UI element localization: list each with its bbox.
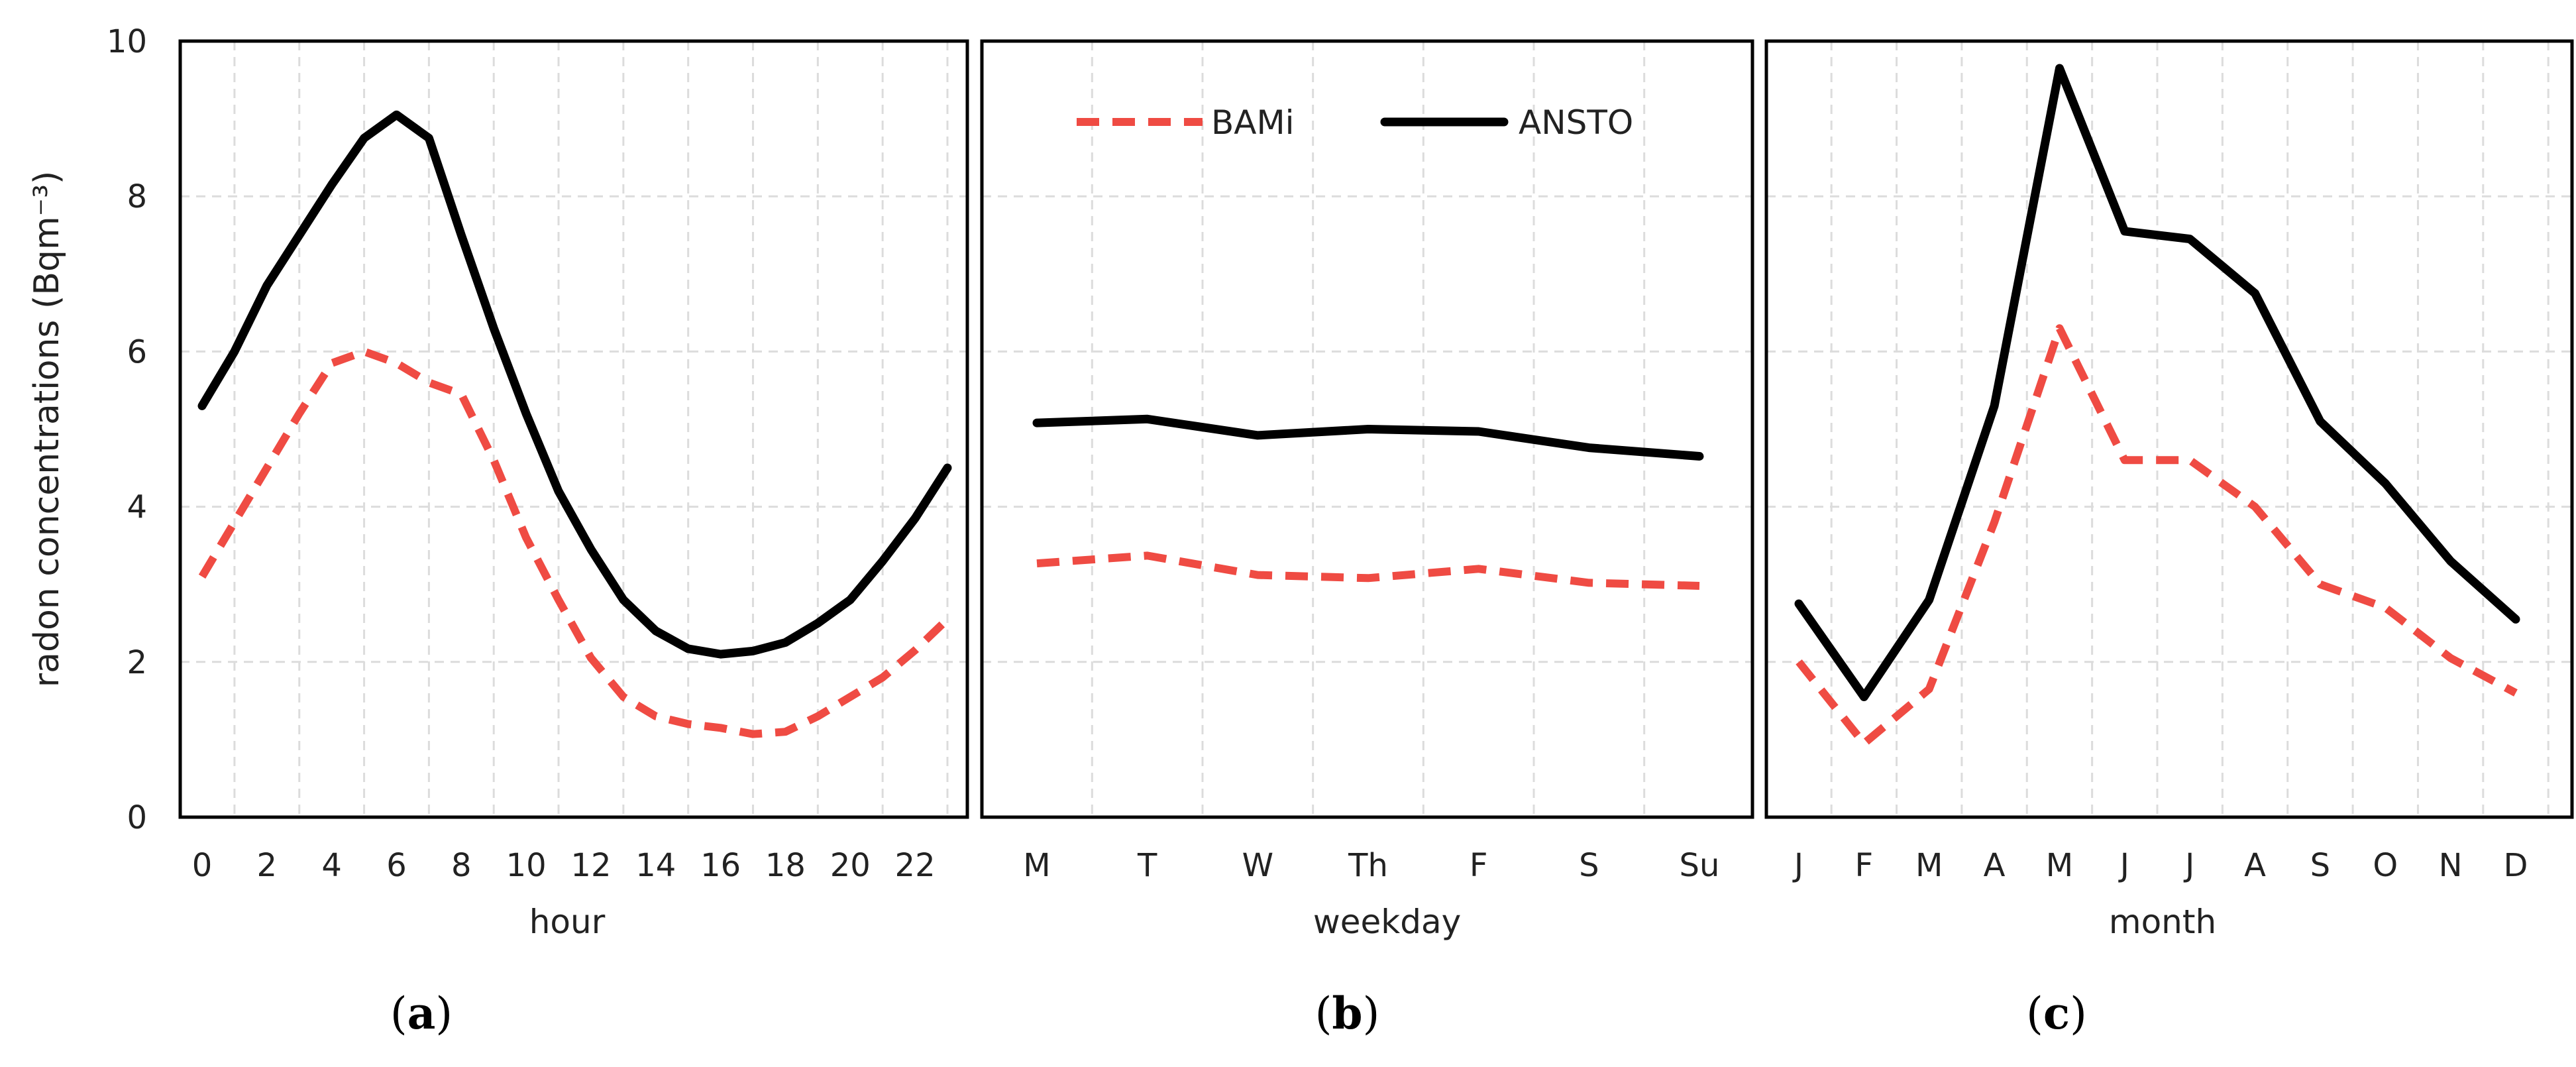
x-tick-label: 16 [700, 847, 741, 884]
x-tick-label: 2 [257, 847, 278, 884]
y-tick-label: 4 [127, 489, 147, 526]
x-axis-label: month [2109, 903, 2216, 941]
x-tick-label: D [2504, 847, 2528, 884]
x-tick-label: J [2118, 847, 2129, 884]
y-axis-ticks: 0 2 4 6 8 10 [107, 23, 147, 836]
x-tick-label: M [1915, 847, 1943, 884]
legend: BAMi ANSTO [1077, 103, 1633, 142]
series-line-ansto [197, 110, 952, 659]
x-tick-label: 10 [506, 847, 547, 884]
x-tick-label: 8 [451, 847, 472, 884]
gridlines [180, 40, 967, 817]
x-tick-label: 18 [765, 847, 806, 884]
series-line-ansto [1032, 414, 1704, 461]
panel-frame [980, 39, 1754, 819]
x-tick-label: 6 [386, 847, 407, 884]
gridlines [1766, 40, 2572, 817]
y-tick-label: 0 [127, 799, 147, 836]
x-tick-label: M [2046, 847, 2073, 884]
legend-label-ansto: ANSTO [1519, 103, 1633, 142]
x-tick-label: 12 [570, 847, 611, 884]
x-tick-label: 22 [895, 847, 936, 884]
series-line-bami [1036, 551, 1700, 590]
panel-labels: (a) (b) (c) [390, 987, 2087, 1039]
x-tick-label: M [1023, 847, 1050, 884]
panel-a: 0 2 4 6 8 10 12 14 16 18 20 22 hour [178, 39, 969, 941]
panel-label: (c) [2026, 987, 2087, 1039]
series-line-ansto [1794, 64, 2520, 701]
x-tick-label: 4 [321, 847, 342, 884]
panel-frame [1764, 39, 2574, 819]
panels: 0 2 4 6 8 10 12 14 16 18 20 22 hour M T W Th F S Su weekday J… [178, 39, 2574, 941]
x-tick-label: S [1579, 847, 1599, 884]
y-tick-label: 10 [107, 23, 147, 60]
series-line-bami [1796, 324, 2518, 748]
x-tick-label: J [1792, 847, 1803, 884]
x-tick-label: O [2373, 847, 2398, 884]
y-tick-label: 6 [127, 333, 147, 370]
y-tick-label: 8 [127, 178, 147, 215]
x-tick-label: F [1470, 847, 1488, 884]
x-tick-label: T [1137, 847, 1157, 884]
y-tick-label: 2 [127, 644, 147, 681]
x-tick-label: 20 [830, 847, 871, 884]
panel-label: (a) [390, 987, 453, 1039]
x-axis-label: weekday [1313, 903, 1461, 941]
x-tick-label: Su [1680, 847, 1720, 884]
legend-label-bami: BAMi [1211, 103, 1295, 142]
x-tick-label: A [2244, 847, 2266, 884]
x-axis-label: hour [529, 903, 606, 941]
x-tick-label: 0 [192, 847, 213, 884]
x-tick-label: A [1984, 847, 2006, 884]
x-tick-label: 14 [635, 847, 676, 884]
x-tick-label: N [2439, 847, 2463, 884]
x-tick-label: W [1242, 847, 1273, 884]
x-tick-label: Th [1348, 847, 1388, 884]
panel-frame [178, 39, 969, 819]
series-line-bami [198, 347, 951, 738]
panel-label: (b) [1315, 987, 1380, 1039]
x-tick-label: J [2183, 847, 2194, 884]
x-tick-label: S [2310, 847, 2330, 884]
x-tick-label: F [1855, 847, 1874, 884]
y-axis-label: radon concentrations (Bqm⁻³) [27, 171, 67, 688]
panel-b: M T W Th F S Su weekday [980, 39, 1754, 941]
